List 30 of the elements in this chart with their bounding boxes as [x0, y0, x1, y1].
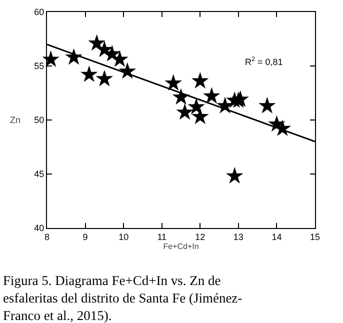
x-tick-label: 12: [195, 232, 206, 242]
point: [96, 70, 114, 86]
y-axis-title: Zn: [10, 115, 21, 125]
x-tick-label: 14: [272, 232, 282, 242]
text: Figura 5. Diagrama Fe+Cd+In vs. Zn de esfaleritas del distrito de Santa Fe (Jiménez-Franco et al., 2015).: [3, 273, 243, 323]
point: [88, 34, 106, 51]
point: [188, 98, 205, 114]
y-tick-label: 45: [34, 169, 44, 180]
y-tick-label: 40: [34, 223, 44, 234]
x-axis-title: Fe+Cd+In: [163, 242, 199, 251]
point: [42, 50, 60, 67]
annotation: R$^{2}$ = 0,81: [245, 56, 283, 67]
point: [226, 167, 244, 184]
x-tick-label: 9: [82, 232, 88, 242]
y-tick-label: 55: [34, 61, 44, 72]
point: [258, 96, 276, 114]
point: [80, 66, 98, 82]
x-tick-label: 11: [157, 232, 167, 242]
point: [164, 74, 182, 91]
y-tick-label: 60: [34, 7, 44, 18]
point: [191, 108, 209, 124]
point: [191, 72, 209, 88]
x-tick-label: 8: [44, 232, 50, 242]
y-tick-label: 50: [34, 115, 44, 126]
x-tick-label: 10: [118, 232, 129, 242]
x-tick-label: 15: [310, 232, 320, 242]
point: [202, 87, 220, 104]
point: [176, 103, 194, 120]
point: [111, 50, 128, 67]
x-tick-label: 13: [233, 232, 244, 242]
